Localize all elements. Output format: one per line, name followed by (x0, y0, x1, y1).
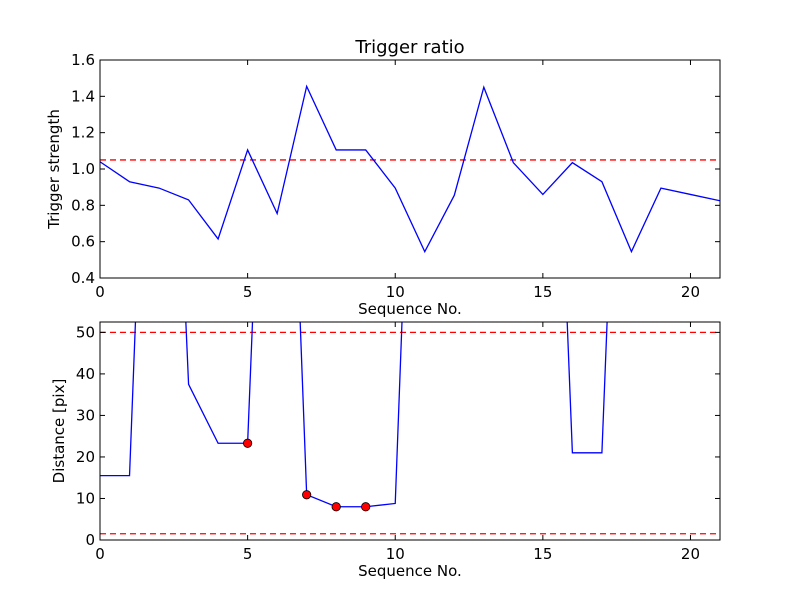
top-chart-y-tick-label: 1.2 (71, 124, 95, 142)
bottom-chart-panel: 0 5 10 15 20 0 10 20 30 40 50 Sequence No. Distanc… (50, 321, 721, 580)
bottom-chart-y-tick-label: 0 (85, 531, 95, 549)
top-chart-x-tick-label: 0 (95, 283, 105, 301)
top-chart-x-tick-label: 20 (681, 283, 700, 301)
top-chart-x-tick-label: 15 (533, 283, 552, 301)
bottom-chart-x-tick-label: 20 (681, 545, 700, 563)
bottom-chart-x-axis-label: Sequence No. (358, 562, 462, 580)
bottom-chart-series-line-0 (100, 322, 608, 508)
bottom-chart-highlight-point-1 (302, 490, 312, 500)
bottom-chart-highlight-point-3 (361, 502, 371, 512)
bottom-chart-highlight-point-0 (243, 438, 253, 448)
bottom-chart-x-tick-label: 15 (533, 545, 552, 563)
bottom-chart-plot-area (100, 322, 720, 535)
bottom-chart-highlight-markers (243, 438, 371, 512)
top-chart-panel: Trigger ratio 0 5 10 15 20 0.4 0.6 0.8 1.0 1.2 1.4… (45, 37, 721, 318)
top-chart-y-axis-label: Trigger strength (45, 109, 63, 230)
top-chart-x-axis-label: Sequence No. (358, 300, 462, 318)
bottom-chart-ticks: 0 5 10 15 20 0 10 20 30 40 50 (76, 322, 720, 563)
bottom-chart-frame (99, 321, 721, 541)
top-chart-y-tick-label: 0.4 (71, 269, 95, 287)
top-chart-x-tick-label: 10 (386, 283, 405, 301)
bottom-chart-y-tick-label: 20 (76, 448, 95, 466)
top-chart-title: Trigger ratio (354, 37, 464, 58)
bottom-chart-y-tick-label: 30 (76, 406, 95, 424)
bottom-chart-x-tick-label: 10 (386, 545, 405, 563)
top-chart-y-tick-label: 1.0 (71, 160, 95, 178)
bottom-chart-x-tick-label: 5 (243, 545, 253, 563)
bottom-chart-x-tick-label: 0 (95, 545, 105, 563)
top-chart-y-tick-label: 1.4 (71, 87, 95, 105)
top-chart-series-line-0 (100, 84, 720, 254)
top-chart-plot-area (100, 84, 720, 254)
bottom-chart-y-axis-label: Distance [pix] (50, 379, 68, 484)
bottom-chart-y-tick-label: 10 (76, 489, 95, 507)
top-chart-y-tick-label: 0.8 (71, 196, 95, 214)
bottom-chart-y-tick-label: 40 (76, 365, 95, 383)
top-chart-ticks: 0 5 10 15 20 0.4 0.6 0.8 1.0 1.2 1.4 1.6 (71, 51, 720, 301)
bottom-chart-y-tick-label: 50 (76, 323, 95, 341)
bottom-chart-highlight-point-2 (331, 502, 341, 512)
top-chart-x-tick-label: 5 (243, 283, 253, 301)
top-chart-y-tick-label: 1.6 (71, 51, 95, 69)
top-chart-y-tick-label: 0.6 (71, 233, 95, 251)
